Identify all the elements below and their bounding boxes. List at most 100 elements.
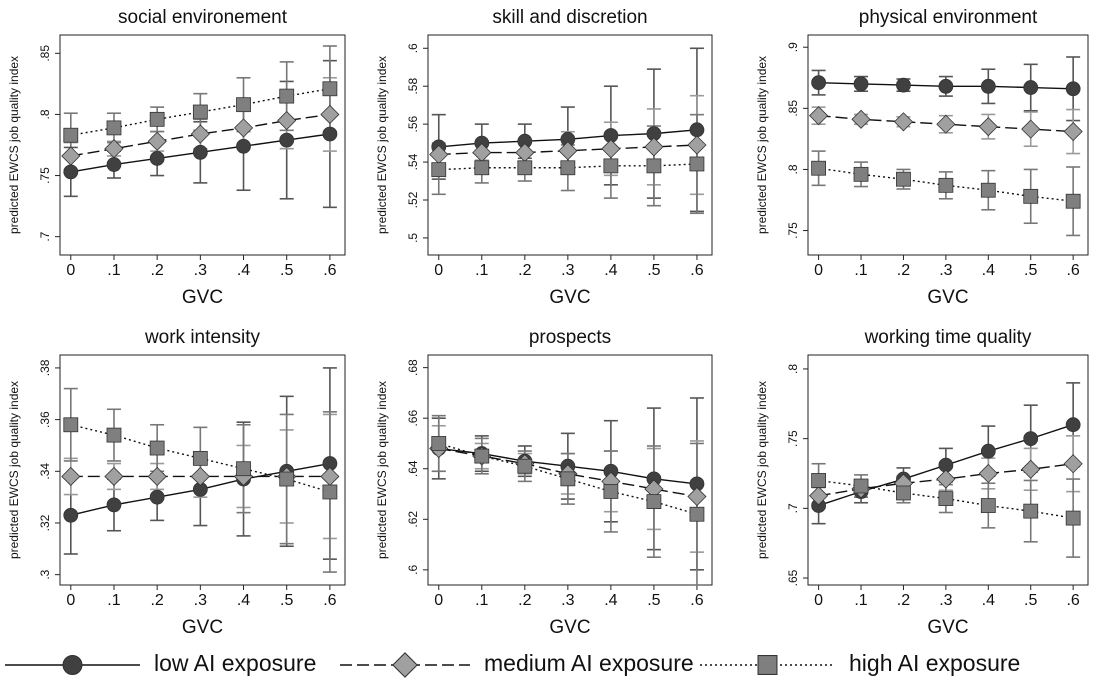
marker [980,443,996,459]
x-axis-label: GVC [927,287,968,308]
y-axis-label: predicted EWCS job quality index [7,56,21,234]
marker [809,486,829,506]
y-tick-label: .85 [38,45,52,62]
marker [106,157,122,172]
marker [279,132,295,148]
marker [63,127,79,143]
marker [938,177,954,193]
y-tick-label: .8 [786,164,800,174]
panel-title: physical environment [859,7,1038,28]
marker [63,507,79,523]
x-axis-label: GVC [182,287,223,308]
marker [1023,503,1039,519]
marker [1063,454,1083,474]
plot-frame [427,354,713,586]
x-axis-label: GVC [182,617,223,638]
panel: skill and discretion GVC predicted EWCS jo… [375,7,713,308]
marker [757,655,778,675]
marker [147,466,167,487]
x-tick-label: .5 [647,592,660,609]
panel: prospects GVC predicted EWCS job quality i… [375,327,713,638]
y-tick-label: .8 [38,109,52,119]
x-tick-label: .1 [475,592,488,609]
marker [558,141,578,161]
y-tick-label: .75 [786,222,800,239]
panel-title: skill and discretion [492,7,647,28]
marker [811,160,827,176]
marker [320,466,340,487]
plot-frame [59,34,346,256]
marker [104,139,124,159]
marker [149,489,165,505]
marker [980,498,996,513]
plot-frame [427,34,713,256]
marker [938,491,954,506]
x-tick-label: .2 [518,262,531,279]
marker [980,182,996,198]
marker [978,463,998,484]
marker [277,110,297,131]
y-tick-label: .85 [786,100,800,117]
x-tick-label: .2 [897,592,910,609]
marker [689,506,705,522]
marker [106,497,122,513]
marker [644,137,664,157]
x-tick-label: .1 [107,592,120,609]
legend-label: high AI exposure [849,650,1020,676]
x-tick-label: .3 [194,262,207,279]
marker [190,466,210,487]
marker [603,484,619,499]
y-tick-label: .7 [38,231,52,241]
marker [980,78,996,94]
marker [896,485,911,501]
marker [322,81,338,97]
x-tick-label: .3 [561,262,574,279]
x-tick-label: .4 [237,592,250,609]
y-tick-label: .56 [406,115,420,132]
marker [517,160,533,176]
y-tick-label: .36 [38,411,52,428]
legend-label: medium AI exposure [484,650,694,676]
marker [896,171,911,187]
marker [1065,510,1081,526]
marker [689,156,705,172]
y-tick-label: .6 [406,43,420,53]
marker [431,162,447,178]
marker [474,448,490,464]
marker [61,146,81,166]
marker [236,97,251,113]
y-tick-label: .66 [406,410,420,427]
y-tick-label: .8 [786,364,800,374]
marker [936,469,956,489]
panel: working time quality GVC predicted EWCS jo… [755,327,1089,638]
x-tick-label: 0 [814,592,823,609]
x-tick-label: .5 [1024,592,1037,609]
y-tick-label: .32 [38,514,52,531]
marker [192,450,208,466]
marker [63,417,79,433]
y-tick-label: .65 [786,569,800,586]
y-axis-label: predicted EWCS job quality index [7,381,21,559]
marker [147,131,167,151]
marker [61,466,81,487]
y-tick-label: .6 [406,565,420,575]
marker [106,427,122,443]
marker [474,160,490,176]
x-tick-label: .5 [1024,262,1037,279]
marker [853,166,869,182]
marker [603,158,619,174]
x-tick-label: .2 [150,262,163,279]
x-tick-label: .6 [690,262,703,279]
x-tick-label: .5 [647,262,660,279]
x-tick-label: .1 [854,592,867,609]
marker [1065,81,1081,97]
marker [1065,193,1081,209]
x-tick-label: 0 [66,592,75,609]
marker [893,112,914,132]
x-tick-label: .3 [561,592,574,609]
marker [104,466,124,487]
marker [1065,417,1081,433]
plot-frame [807,354,1089,586]
marker [560,160,576,176]
